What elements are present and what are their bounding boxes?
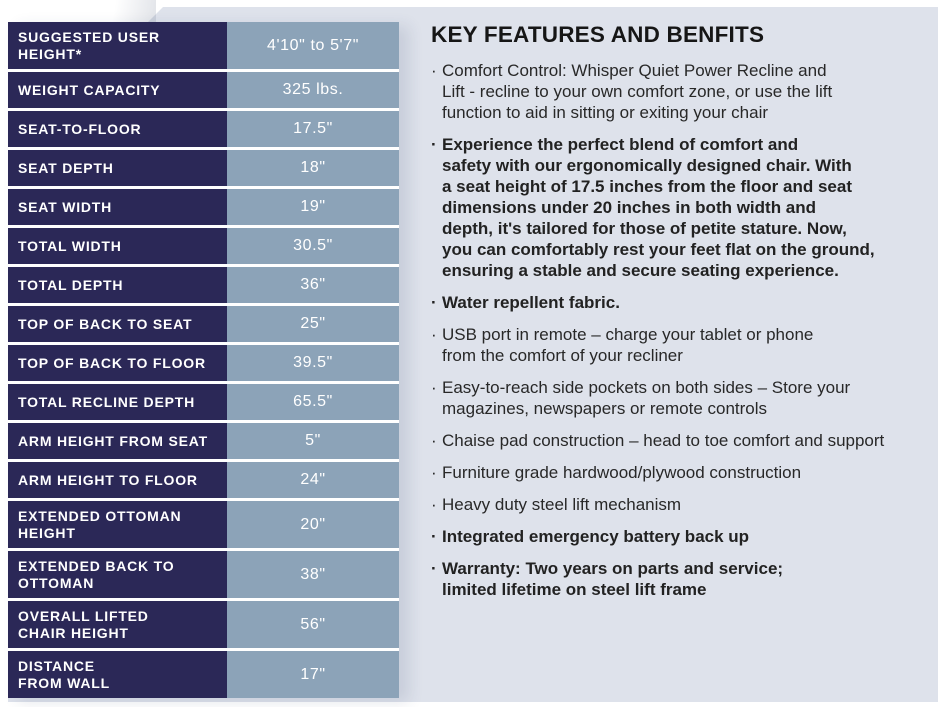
- table-row: WEIGHT CAPACITY 325 lbs.: [8, 72, 399, 108]
- table-row: EXTENDED OTTOMAN HEIGHT 20": [8, 501, 399, 548]
- spec-value: 325 lbs.: [227, 72, 399, 108]
- feature-text: Easy-to-reach side pockets on both sides…: [442, 378, 851, 418]
- table-row: ARM HEIGHT TO FLOOR 24": [8, 462, 399, 498]
- bullet-icon: ·: [431, 559, 437, 578]
- spec-value: 17": [227, 651, 399, 698]
- spec-label: OVERALL LIFTED CHAIR HEIGHT: [8, 601, 227, 648]
- spec-label: EXTENDED BACK TO OTTOMAN: [8, 551, 227, 598]
- bullet-icon: ·: [431, 378, 437, 397]
- bullet-icon: ·: [431, 431, 437, 450]
- spec-label: EXTENDED OTTOMAN HEIGHT: [8, 501, 227, 548]
- table-row: DISTANCE FROM WALL 17": [8, 651, 399, 698]
- features-list: · Comfort Control: Whisper Quiet Power Re…: [431, 60, 937, 600]
- spec-table: SUGGESTED USER HEIGHT* 4'10" to 5'7" WEIGH…: [8, 22, 399, 698]
- feature-item: · Water repellent fabric.: [431, 292, 937, 313]
- spec-value: 39.5": [227, 345, 399, 381]
- spec-value: 36": [227, 267, 399, 303]
- bullet-icon: ·: [431, 61, 437, 80]
- spec-value: 38": [227, 551, 399, 598]
- table-row: OVERALL LIFTED CHAIR HEIGHT 56": [8, 601, 399, 648]
- spec-value: 5": [227, 423, 399, 459]
- spec-value: 65.5": [227, 384, 399, 420]
- feature-item: · Integrated emergency battery back up: [431, 526, 937, 547]
- spec-label: TOTAL WIDTH: [8, 228, 227, 264]
- table-row: TOP OF BACK TO SEAT 25": [8, 306, 399, 342]
- spec-value: 20": [227, 501, 399, 548]
- feature-text: Water repellent fabric.: [442, 293, 620, 312]
- table-row: TOP OF BACK TO FLOOR 39.5": [8, 345, 399, 381]
- spec-label: TOTAL RECLINE DEPTH: [8, 384, 227, 420]
- table-row: SEAT WIDTH 19": [8, 189, 399, 225]
- features-section: KEY FEATURES AND BENFITS · Comfort Contro…: [431, 22, 937, 611]
- feature-text: Furniture grade hardwood/plywood constru…: [442, 463, 802, 482]
- spec-label: TOP OF BACK TO FLOOR: [8, 345, 227, 381]
- bullet-icon: ·: [431, 463, 437, 482]
- feature-item: · Experience the perfect blend of comfort…: [431, 134, 937, 281]
- feature-text: Comfort Control: Whisper Quiet Power Rec…: [442, 61, 833, 122]
- feature-text: USB port in remote – charge your tablet …: [442, 325, 814, 365]
- spec-value: 56": [227, 601, 399, 648]
- feature-text: Integrated emergency battery back up: [442, 527, 750, 546]
- feature-item: · Heavy duty steel lift mechanism: [431, 494, 937, 515]
- spec-label: WEIGHT CAPACITY: [8, 72, 227, 108]
- feature-item: · Furniture grade hardwood/plywood constr…: [431, 462, 937, 483]
- table-row: TOTAL DEPTH 36": [8, 267, 399, 303]
- spec-value: 19": [227, 189, 399, 225]
- table-row: SEAT DEPTH 18": [8, 150, 399, 186]
- spec-label: DISTANCE FROM WALL: [8, 651, 227, 698]
- feature-item: · Easy-to-reach side pockets on both side…: [431, 377, 937, 419]
- spec-label: SEAT-TO-FLOOR: [8, 111, 227, 147]
- feature-text: Heavy duty steel lift mechanism: [442, 495, 682, 514]
- bullet-icon: ·: [431, 293, 437, 312]
- features-title: KEY FEATURES AND BENFITS: [431, 22, 765, 47]
- spec-label: SUGGESTED USER HEIGHT*: [8, 22, 227, 69]
- spec-value: 24": [227, 462, 399, 498]
- feature-text: Chaise pad construction – head to toe co…: [442, 431, 885, 450]
- spec-label: TOTAL DEPTH: [8, 267, 227, 303]
- table-row: EXTENDED BACK TO OTTOMAN 38": [8, 551, 399, 598]
- spec-label: ARM HEIGHT FROM SEAT: [8, 423, 227, 459]
- spec-value: 4'10" to 5'7": [227, 22, 399, 69]
- feature-text: Warranty: Two years on parts and service…: [442, 559, 784, 599]
- spec-label: TOP OF BACK TO SEAT: [8, 306, 227, 342]
- spec-label: ARM HEIGHT TO FLOOR: [8, 462, 227, 498]
- spec-value: 25": [227, 306, 399, 342]
- spec-label: SEAT WIDTH: [8, 189, 227, 225]
- table-row: TOTAL WIDTH 30.5": [8, 228, 399, 264]
- table-row: SUGGESTED USER HEIGHT* 4'10" to 5'7": [8, 22, 399, 69]
- corner-diagonal-shade: [92, 0, 156, 22]
- feature-item: · USB port in remote – charge your tablet…: [431, 324, 937, 366]
- feature-item: · Chaise pad construction – head to toe c…: [431, 430, 937, 451]
- bullet-icon: ·: [431, 495, 437, 514]
- feature-item: · Comfort Control: Whisper Quiet Power Re…: [431, 60, 937, 123]
- feature-text: Experience the perfect blend of comfort …: [442, 135, 875, 280]
- spec-label: SEAT DEPTH: [8, 150, 227, 186]
- spec-value: 18": [227, 150, 399, 186]
- table-row: TOTAL RECLINE DEPTH 65.5": [8, 384, 399, 420]
- bullet-icon: ·: [431, 135, 437, 154]
- bullet-icon: ·: [431, 527, 437, 546]
- feature-item: · Warranty: Two years on parts and servic…: [431, 558, 937, 600]
- table-row: ARM HEIGHT FROM SEAT 5": [8, 423, 399, 459]
- spec-value: 17.5": [227, 111, 399, 147]
- table-row: SEAT-TO-FLOOR 17.5": [8, 111, 399, 147]
- bullet-icon: ·: [431, 325, 437, 344]
- spec-value: 30.5": [227, 228, 399, 264]
